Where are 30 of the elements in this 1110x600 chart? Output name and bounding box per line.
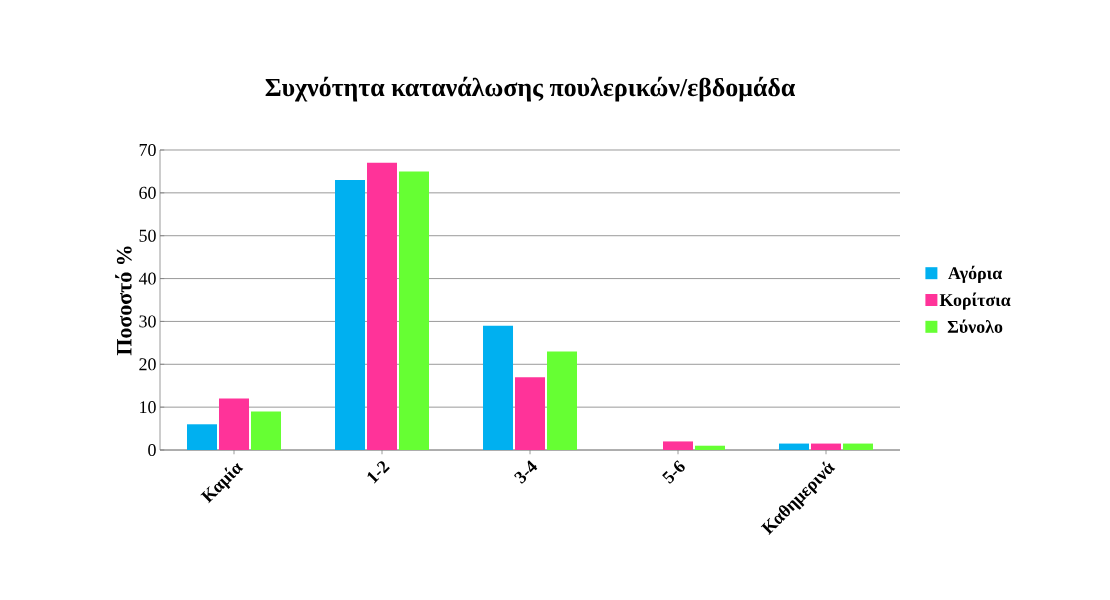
- bar: [399, 171, 429, 450]
- y-tick-label: 40: [138, 272, 156, 285]
- bar: [811, 443, 842, 450]
- bar: [367, 162, 397, 450]
- y-tick-label: 20: [139, 358, 156, 371]
- bar: [695, 445, 725, 450]
- bar: [515, 377, 546, 450]
- y-tick-label: 10: [140, 401, 156, 414]
- y-tick-label: 0: [148, 443, 156, 457]
- y-axis-title: Ποσοστό %: [115, 246, 132, 356]
- bar: [843, 443, 873, 450]
- x-tick-label: 1-2: [367, 461, 390, 484]
- bar: [251, 411, 281, 450]
- bar: [219, 398, 249, 450]
- bar: [547, 351, 577, 450]
- legend-label: Κορίτσια: [939, 292, 1011, 310]
- bar: [663, 441, 694, 450]
- chart-title: Συχνότητα κατανάλωσης πουλερικών/εβδομάδα: [265, 76, 796, 102]
- bar: [187, 424, 218, 450]
- legend-label: Σύνολο: [947, 319, 1003, 333]
- x-tick-label: 3-4: [514, 460, 538, 484]
- bar: [483, 325, 514, 450]
- y-tick-label: 60: [139, 186, 156, 199]
- bar: [335, 180, 366, 450]
- x-tick-label: 5-6: [662, 460, 685, 484]
- bar: [779, 443, 810, 450]
- legend-label: Αγόρια: [948, 265, 1003, 283]
- y-tick-label: 70: [139, 143, 156, 157]
- y-tick-label: 50: [139, 229, 156, 242]
- y-tick-label: 30: [139, 315, 156, 328]
